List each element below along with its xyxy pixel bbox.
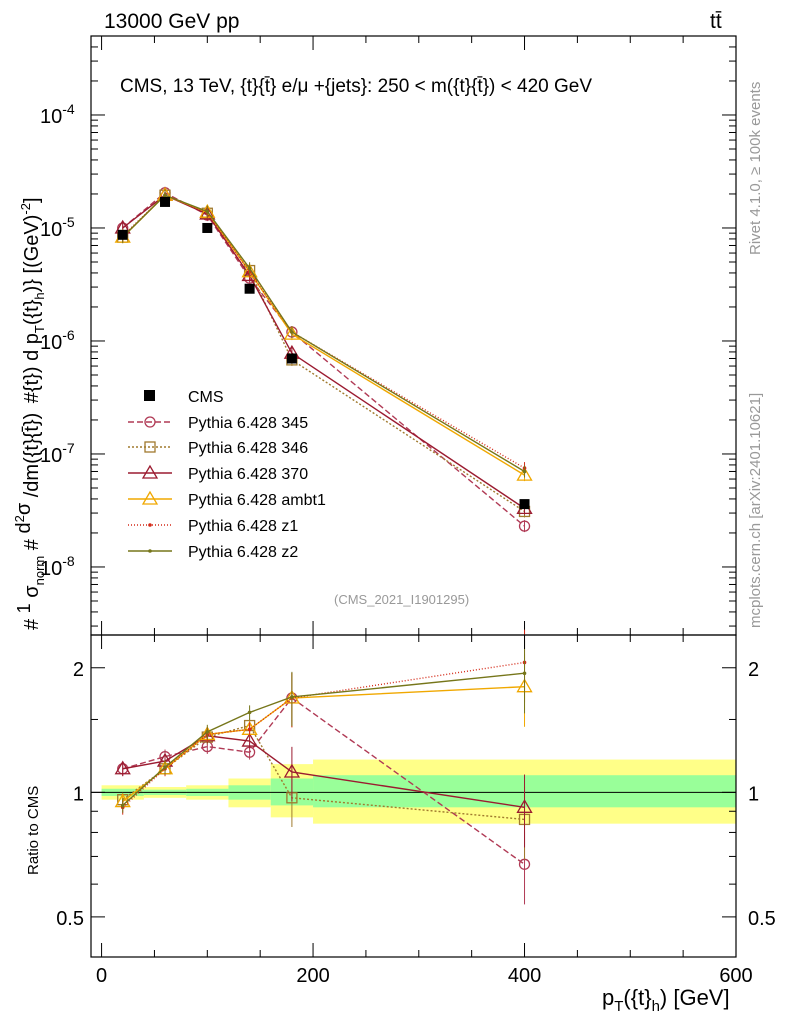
rivet-label: Rivet 4.1.0, ≥ 100k events (747, 82, 764, 255)
x-tick-label: 200 (296, 965, 329, 987)
ratio-line (122, 697, 525, 865)
marker-dot (522, 671, 527, 676)
marker-dot (163, 193, 167, 198)
x-tick-label: 600 (719, 965, 752, 987)
ratio-y-tick-label: 2 (748, 659, 759, 681)
marker-triangle (516, 466, 533, 481)
marker-triangle (283, 325, 301, 340)
series-line (122, 194, 525, 469)
legend: CMS Pythia 6.428 345 Pythia 6.428 346 Pythi… (128, 389, 326, 561)
ratio-ylabel: Ratio to CMS (25, 786, 42, 875)
series-pythia-6-428-345 (117, 186, 531, 533)
ratio-y-tick-label: 0.5 (56, 908, 84, 930)
ratio-panel: 0.5 0.5 1 1 2 2 0 200 400 600 (56, 629, 776, 987)
legend-label: Pythia 6.428 346 (188, 440, 308, 457)
cms-data-point (202, 222, 213, 233)
marker-dot (247, 266, 252, 271)
y-tick-label: 10-4 (40, 101, 75, 128)
y-tick-label: 10-5 (40, 214, 75, 241)
marker-dot (290, 330, 294, 334)
ratio-frame (90, 634, 737, 958)
y-tick-label: 10-7 (40, 440, 75, 467)
cms-data-point (160, 196, 171, 207)
cms-data-point (519, 499, 530, 510)
marker-dot (148, 523, 152, 527)
legend-label: CMS (188, 389, 224, 406)
header-left: 13000 GeV pp (104, 10, 239, 33)
marker-triangle (516, 799, 533, 813)
marker-circle (518, 520, 531, 532)
analysis-id: (CMS_2021_I1901295) (334, 592, 469, 607)
x-tick-label: 0 (96, 965, 107, 987)
marker-dot (205, 730, 210, 734)
marker-triangle (141, 490, 159, 505)
series-line (122, 191, 525, 527)
x-axis-label: pT({t}h) [GeV] (602, 985, 730, 1015)
marker-dot (522, 469, 527, 474)
ratio-y-tick-label: 1 (73, 783, 84, 805)
ratio-line (122, 661, 525, 808)
ratio-series-pythia-6-428-z2 (120, 640, 527, 813)
ratio-y-tick-label: 0.5 (748, 908, 776, 930)
legend-label: Pythia 6.428 z1 (188, 518, 298, 535)
svg-text:pT({t}h) [GeV]: pT({t}h) [GeV] (602, 985, 730, 1015)
marker-dot (120, 803, 125, 808)
cms-data-point (244, 283, 255, 294)
legend-label: Pythia 6.428 z2 (188, 544, 298, 561)
series-line (122, 194, 525, 473)
main-ylabel: # 1 σnorm # d2σ /dm({t}{t̄}) #{t}) d pT(… (12, 197, 49, 630)
marker-triangle (241, 732, 258, 747)
header-right: tt̄ (710, 10, 722, 33)
marker-dot (290, 695, 294, 699)
cms-data-point (286, 353, 297, 364)
marker-dot (148, 549, 152, 553)
series-pythia-6-428-z1 (120, 189, 527, 475)
series-pythia-6-428-z2 (120, 189, 527, 478)
marker-dot (247, 727, 252, 732)
ratio-line (122, 672, 525, 806)
marker-square (144, 441, 156, 453)
series-pythia-6-428-ambt1 (114, 186, 533, 482)
legend-cms-marker (144, 390, 155, 401)
cms-data-point (117, 229, 128, 240)
marker-triangle (114, 760, 131, 775)
marker-dot (163, 765, 167, 770)
marker-dot (247, 710, 252, 715)
ratio-y-tick-label: 2 (73, 659, 84, 681)
marker-triangle (141, 464, 159, 479)
main-title: CMS, 13 TeV, {t}{t̄} e/μ +{jets}: 250 < … (120, 76, 592, 97)
mcplots-label: mcplots.cern.ch [arXiv:2401.10621] (747, 393, 764, 628)
marker-triangle (199, 205, 216, 220)
ratio-line (122, 735, 525, 809)
marker-circle (144, 416, 156, 428)
main-panel: 10-810-710-610-510-4 CMS, 13 TeV, {t}{t̄… (40, 35, 737, 636)
legend-label: Pythia 6.428 345 (188, 415, 308, 432)
ratio-y-tick-label: 1 (748, 783, 759, 805)
legend-label: Pythia 6.428 ambt1 (188, 492, 326, 509)
legend-label: Pythia 6.428 370 (188, 466, 308, 483)
marker-triangle (283, 763, 301, 778)
marker-dot (205, 209, 210, 214)
x-tick-label: 400 (508, 965, 541, 987)
svg-text:# 1 σnorm #: # 1 σnorm # d2σ /dm({t}{t̄}) #{t}) d pT(… (12, 197, 49, 630)
